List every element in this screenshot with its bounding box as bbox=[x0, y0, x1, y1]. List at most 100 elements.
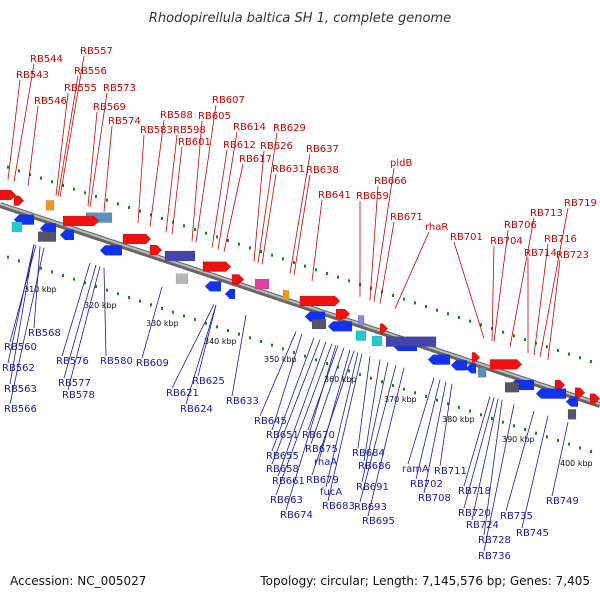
leader-line-bottom bbox=[463, 396, 491, 487]
gene-label-top: RB626 bbox=[260, 141, 293, 152]
forward-gene bbox=[149, 244, 163, 256]
feature-gene bbox=[504, 382, 520, 393]
leader-line-top bbox=[149, 119, 165, 228]
gene-label-top: RB713 bbox=[530, 208, 563, 219]
gene-label-bottom: RB718 bbox=[458, 486, 491, 497]
leader-line-bottom bbox=[271, 337, 315, 452]
scale-tick-label: 360 kbp bbox=[324, 375, 357, 384]
forward-gene bbox=[335, 308, 351, 320]
leader-line-bottom bbox=[259, 331, 297, 417]
gene-label-top: RB573 bbox=[103, 83, 136, 94]
gene-label-top: RB631 bbox=[272, 164, 305, 175]
gene-label-top: RB557 bbox=[80, 46, 113, 57]
gene-label-bottom: RB562 bbox=[2, 363, 35, 374]
forward-gene bbox=[202, 261, 232, 272]
gene-label-bottom: RB728 bbox=[478, 535, 511, 546]
leader-line-bottom bbox=[521, 415, 549, 529]
reverse-gene bbox=[450, 360, 468, 371]
gene-label-bottom: RB645 bbox=[254, 416, 287, 427]
gene-label-bottom: RB609 bbox=[136, 358, 169, 369]
reverse-gene bbox=[565, 396, 579, 407]
gene-label-top: RB556 bbox=[74, 66, 107, 77]
gene-label-top: RB714 bbox=[524, 248, 557, 259]
scale-tick-label: 330 kbp bbox=[146, 319, 179, 328]
leader-line-top bbox=[547, 259, 561, 360]
gene-label-bottom: RB724 bbox=[466, 520, 499, 531]
feature-gene bbox=[385, 336, 437, 347]
gene-label-bottom: RB577 bbox=[58, 378, 91, 389]
gene-label-top: RB637 bbox=[306, 144, 339, 155]
leader-line-bottom bbox=[61, 262, 91, 357]
leader-line-top bbox=[394, 231, 430, 309]
gene-label-bottom: RB675 bbox=[305, 444, 338, 455]
forward-gene bbox=[231, 274, 245, 285]
leader-line-top bbox=[373, 167, 395, 302]
feature-gene bbox=[254, 278, 270, 290]
scale-tick-label: 400 kbp bbox=[560, 459, 593, 468]
leader-line-top bbox=[293, 174, 311, 276]
leader-line-bottom bbox=[505, 410, 535, 512]
leader-line-bottom bbox=[483, 400, 503, 536]
forward-gene bbox=[13, 195, 25, 206]
gene-label-bottom: RB625 bbox=[192, 376, 225, 387]
leader-line-bottom bbox=[310, 347, 345, 445]
leader-line-bottom bbox=[185, 304, 217, 405]
gene-label-bottom: RB691 bbox=[356, 482, 389, 493]
leader-line-bottom bbox=[439, 383, 453, 467]
gene-label-bottom: RB679 bbox=[306, 475, 339, 486]
gene-label-bottom: RB702 bbox=[410, 479, 443, 490]
gene-label-top: RB605 bbox=[198, 111, 231, 122]
leader-line-bottom bbox=[359, 364, 397, 503]
gene-label-bottom: RB711 bbox=[434, 466, 467, 477]
scale-tick-label: 340 kbp bbox=[204, 337, 237, 346]
gene-label-bottom: RB661 bbox=[272, 476, 305, 487]
feature-gene bbox=[371, 335, 383, 347]
leader-line-top bbox=[89, 92, 108, 208]
feature-gene bbox=[311, 318, 327, 330]
scale-tick-label: 320 kbp bbox=[84, 301, 117, 310]
gene-label-top: RB638 bbox=[306, 165, 339, 176]
reverse-gene bbox=[327, 321, 353, 332]
forward-gene bbox=[122, 233, 152, 245]
feature-gene bbox=[37, 231, 57, 242]
forward-gene bbox=[554, 379, 566, 391]
feature-gene bbox=[282, 290, 290, 301]
leader-line-top bbox=[289, 153, 311, 274]
leader-line-bottom bbox=[483, 404, 515, 552]
leader-line-bottom bbox=[285, 344, 337, 511]
leader-line-top bbox=[311, 199, 323, 282]
gene-label-bottom: RB708 bbox=[418, 493, 451, 504]
gene-label-top: RB641 bbox=[318, 190, 351, 201]
gene-label-top: RB598 bbox=[173, 125, 206, 136]
gene-label-top: RB719 bbox=[564, 198, 597, 209]
leader-line-bottom bbox=[463, 397, 495, 509]
gene-label-bottom: RB745 bbox=[516, 528, 549, 539]
leader-line-top bbox=[13, 63, 35, 182]
feature-gene bbox=[45, 200, 55, 211]
gene-label-top: RB555 bbox=[64, 83, 97, 94]
leader-line-top bbox=[137, 134, 145, 224]
leader-line-bottom bbox=[9, 244, 35, 385]
forward-gene bbox=[489, 359, 523, 370]
gene-label-bottom: RB624 bbox=[180, 404, 213, 415]
gene-label-top: RB588 bbox=[160, 110, 193, 121]
gene-label-bottom: RB560 bbox=[4, 342, 37, 353]
leader-line-bottom bbox=[361, 362, 389, 483]
leader-line-top bbox=[223, 163, 244, 252]
forward-gene bbox=[471, 352, 481, 363]
leader-line-bottom bbox=[363, 359, 381, 462]
gene-label-top: RB574 bbox=[108, 116, 141, 127]
gene-label-top: RB617 bbox=[239, 154, 272, 165]
gene-label-top: RB671 bbox=[390, 212, 423, 223]
gene-label-top: RB607 bbox=[212, 95, 245, 106]
leader-line-bottom bbox=[63, 264, 97, 379]
leader-line-bottom bbox=[325, 352, 359, 488]
forward-gene bbox=[589, 393, 600, 404]
feature-gene bbox=[355, 330, 367, 341]
leader-line-bottom bbox=[357, 356, 371, 449]
gene-label-bottom: RB578 bbox=[62, 390, 95, 401]
gene-label-top: RB583 bbox=[140, 125, 173, 136]
gene-label-bottom: RB663 bbox=[270, 495, 303, 506]
leader-line-top bbox=[7, 79, 21, 180]
gene-label-top: RB612 bbox=[223, 140, 256, 151]
